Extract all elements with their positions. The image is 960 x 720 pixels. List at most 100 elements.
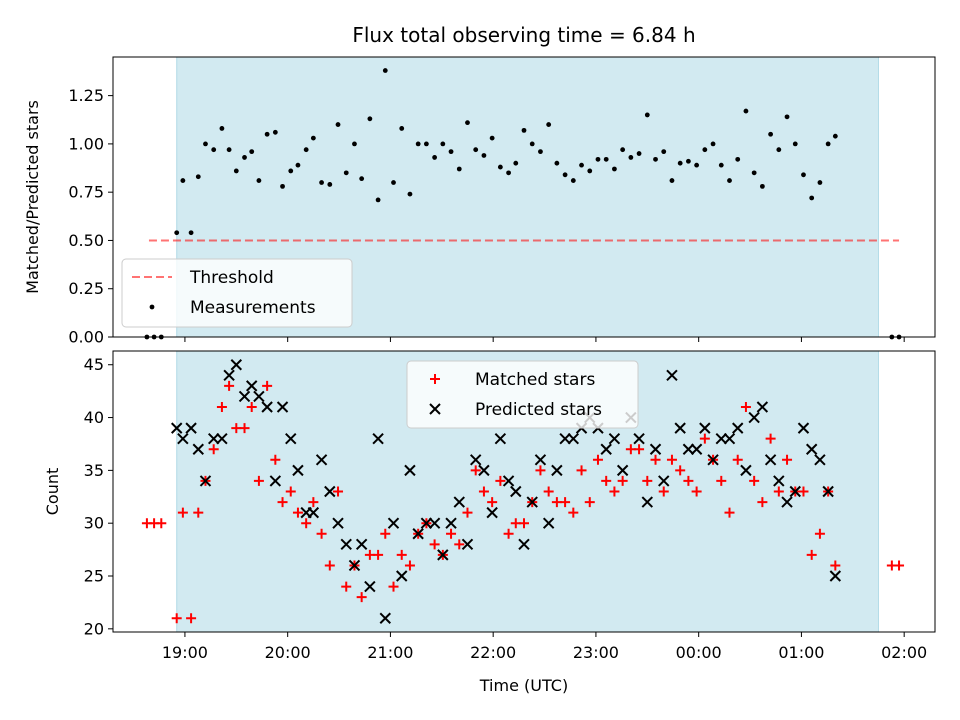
data-point — [308, 497, 319, 508]
data-point — [359, 176, 365, 182]
data-point — [519, 518, 529, 529]
data-point — [440, 141, 446, 147]
data-point — [751, 170, 757, 176]
data-point — [829, 570, 842, 582]
data-point — [584, 497, 595, 508]
data-point — [518, 538, 530, 551]
data-point — [448, 149, 454, 155]
data-point — [316, 528, 327, 539]
data-point — [256, 178, 262, 183]
y-tick-label: 35 — [84, 461, 104, 480]
data-point — [364, 580, 376, 593]
data-point — [497, 164, 503, 170]
data-point — [465, 120, 470, 126]
data-point — [249, 149, 255, 155]
data-point — [603, 156, 609, 162]
data-point — [327, 182, 333, 187]
data-point — [792, 141, 798, 147]
data-point — [324, 485, 336, 498]
data-point — [262, 380, 273, 391]
data-point — [340, 538, 352, 551]
data-point — [560, 497, 571, 508]
data-point — [396, 570, 408, 582]
chart-title: Flux total observing time = 6.84 h — [352, 23, 695, 47]
data-point — [773, 486, 784, 497]
data-point — [253, 390, 265, 403]
data-point — [764, 454, 777, 466]
data-point — [521, 127, 527, 133]
data-point — [633, 432, 645, 445]
data-point — [226, 147, 232, 153]
data-point — [776, 147, 782, 153]
data-point — [710, 141, 716, 147]
data-point — [669, 178, 675, 183]
data-point — [658, 475, 670, 487]
data-point — [822, 485, 834, 498]
top-legend: Threshold Measurements — [121, 258, 353, 328]
data-point — [526, 496, 538, 508]
data-point — [576, 465, 587, 476]
data-point — [203, 141, 208, 147]
y-tick-label: 1.00 — [68, 134, 104, 153]
data-point — [473, 147, 479, 153]
legend-matched-swatch — [430, 374, 440, 384]
data-point — [348, 559, 361, 572]
data-point — [437, 549, 449, 561]
data-point — [195, 174, 201, 180]
data-point — [407, 191, 413, 197]
data-point — [694, 162, 700, 168]
data-point — [510, 485, 522, 498]
data-point — [396, 549, 407, 560]
data-point — [894, 560, 905, 571]
data-point — [412, 528, 424, 540]
data-point — [352, 141, 357, 147]
bottom-panel: 20 25 30 35 40 45 Count 19:00 20:00 21:00 22:00 23:… — [43, 350, 936, 662]
data-point — [587, 168, 593, 174]
data-point — [380, 528, 391, 539]
data-point — [567, 432, 580, 445]
data-point — [174, 230, 180, 236]
data-point — [542, 517, 555, 529]
bottom-legend: Matched stars Predicted stars — [406, 360, 639, 429]
data-point — [677, 160, 683, 166]
data-point — [650, 454, 661, 465]
data-point — [261, 401, 273, 413]
data-point — [292, 464, 304, 477]
data-point — [288, 168, 294, 174]
data-point — [666, 454, 677, 465]
data-point — [388, 581, 399, 592]
data-point — [242, 155, 247, 160]
data-point — [428, 517, 441, 529]
data-point — [718, 162, 724, 168]
data-point — [798, 486, 809, 497]
x-tick-label: 19:00 — [162, 643, 208, 662]
data-point — [732, 422, 744, 434]
data-point — [529, 141, 535, 147]
data-point — [446, 528, 457, 539]
x-axis-label: Time (UTC) — [479, 676, 568, 695]
data-point — [595, 156, 601, 162]
data-point — [489, 135, 495, 141]
data-point — [570, 178, 576, 183]
data-point — [356, 592, 367, 603]
y-tick-label: 25 — [84, 567, 104, 586]
data-point — [675, 465, 686, 476]
top-y-axis-label: Matched/Predicted stars — [23, 100, 42, 294]
data-point — [789, 485, 801, 498]
data-point — [382, 68, 388, 73]
data-point — [177, 432, 189, 445]
y-tick-label: 0.25 — [68, 279, 104, 298]
data-point — [404, 464, 416, 477]
data-point — [276, 401, 289, 413]
legend-label: Measurements — [190, 298, 316, 318]
data-point — [716, 475, 727, 486]
data-point — [562, 172, 568, 178]
data-point — [773, 475, 785, 487]
data-point — [727, 178, 732, 183]
data-point — [494, 432, 507, 445]
data-point — [335, 122, 341, 127]
top-panel: 0.00 0.25 0.50 0.75 1.00 1.25 Matched/Predicte… — [23, 56, 936, 347]
data-point — [649, 443, 662, 455]
data-point — [375, 197, 381, 203]
data-point — [534, 454, 547, 466]
